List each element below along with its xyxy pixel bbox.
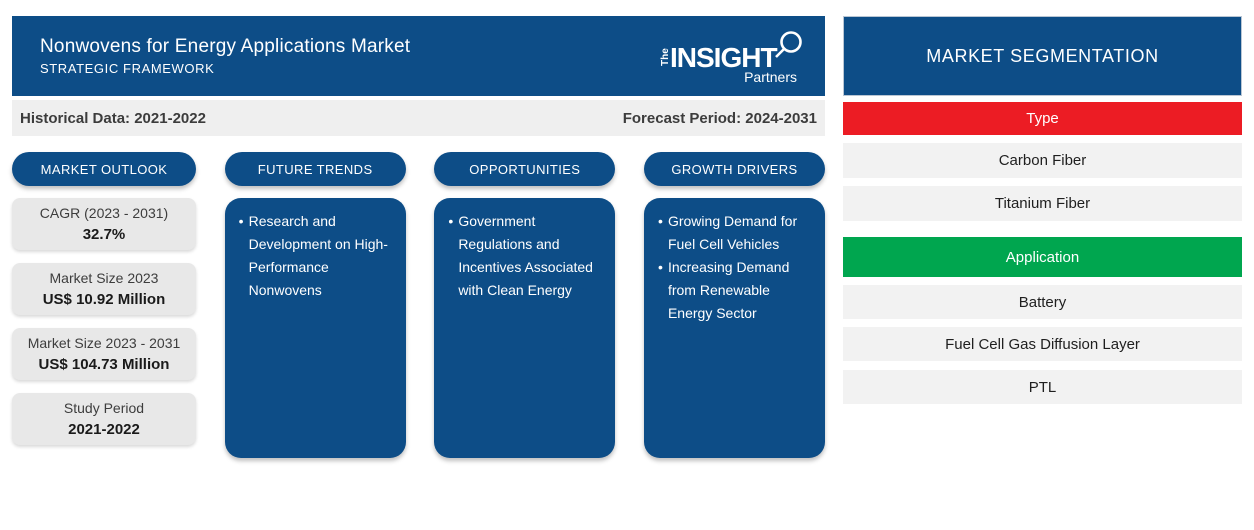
future-trends-pill: FUTURE TRENDS: [224, 152, 406, 186]
stat-value: US$ 104.73 Million: [38, 355, 170, 373]
stat-value: 2021-2022: [68, 420, 140, 438]
market-outlook-pill: MARKET OUTLOOK: [12, 152, 196, 186]
growth-drivers-list: • Growing Demand for Fuel Cell Vehicles …: [658, 210, 815, 325]
segmentation-title: MARKET SEGMENTATION: [843, 16, 1242, 96]
magnifier-icon: [775, 31, 802, 58]
stat-label: CAGR (2023 - 2031): [39, 204, 169, 221]
list-item: • Increasing Demand from Renewable Energ…: [658, 256, 815, 325]
list-item: • Research and Development on High-Perfo…: [239, 210, 396, 302]
bullet-icon: •: [448, 213, 454, 229]
growth-drivers-pill: GROWTH DRIVERS: [643, 152, 825, 186]
opportunities-pill: OPPORTUNITIES: [434, 152, 616, 186]
bullet-text: Research and Development on High-Perform…: [248, 213, 388, 298]
column-opportunities: OPPORTUNITIES • Government Regulations a…: [434, 152, 616, 458]
stat-market-size-2023-2031: Market Size 2023 - 2031 US$ 104.73 Milli…: [12, 328, 196, 380]
logo-the-text: The: [660, 48, 671, 66]
stat-study-period: Study Period 2021-2022: [12, 393, 196, 445]
segment-item-titanium-fiber: Titanium Fiber: [843, 186, 1242, 221]
main-panel: Nonwovens for Energy Applications Market…: [12, 16, 825, 458]
growth-drivers-box: • Growing Demand for Fuel Cell Vehicles …: [643, 198, 825, 458]
page-subtitle: STRATEGIC FRAMEWORK: [40, 61, 215, 76]
segmentation-panel: MARKET SEGMENTATION Type Carbon Fiber Ti…: [843, 16, 1242, 404]
market-outlook-stats: CAGR (2023 - 2031) 32.7% Market Size 202…: [12, 198, 196, 445]
column-future-trends: FUTURE TRENDS • Research and Development…: [224, 152, 406, 458]
bullet-icon: •: [657, 213, 663, 229]
stat-label: Market Size 2023 - 2031: [27, 334, 181, 351]
column-market-outlook: MARKET OUTLOOK CAGR (2023 - 2031) 32.7% …: [12, 152, 196, 458]
page-title: Nonwovens for Energy Applications Market: [40, 36, 411, 57]
column-growth-drivers: GROWTH DRIVERS • Growing Demand for Fuel…: [643, 152, 825, 458]
title-group: Nonwovens for Energy Applications Market…: [40, 36, 410, 76]
logo-insight-text: INSIGHT: [670, 42, 777, 73]
stat-label: Market Size 2023: [49, 269, 159, 286]
bullet-text: Government Regulations and Incentives As…: [458, 213, 593, 298]
period-bar: Historical Data: 2021-2022 Forecast Peri…: [12, 100, 825, 136]
future-trends-list: • Research and Development on High-Perfo…: [239, 210, 396, 302]
forecast-period-label: Forecast Period: 2024-2031: [622, 109, 817, 127]
stat-label: Study Period: [63, 399, 145, 416]
segment-header-application: Application: [843, 237, 1242, 277]
segment-item-ptl: PTL: [843, 370, 1242, 404]
insight-partners-logo: The INSIGHT Partners: [660, 31, 802, 85]
stat-market-size-2023: Market Size 2023 US$ 10.92 Million: [12, 263, 196, 315]
stat-value: 32.7%: [82, 225, 126, 243]
future-trends-box: • Research and Development on High-Perfo…: [224, 198, 406, 458]
bullet-icon: •: [238, 213, 244, 229]
bullet-icon: •: [657, 259, 663, 275]
segment-item-battery: Battery: [843, 285, 1242, 319]
segment-header-type: Type: [843, 102, 1242, 135]
stat-value: US$ 10.92 Million: [42, 290, 166, 308]
historical-data-label: Historical Data: 2021-2022: [20, 109, 206, 127]
opportunities-box: • Government Regulations and Incentives …: [434, 198, 616, 458]
segment-item-fuel-cell-gdl: Fuel Cell Gas Diffusion Layer: [843, 327, 1242, 361]
logo-partners-text: Partners: [744, 69, 797, 85]
framework-columns: MARKET OUTLOOK CAGR (2023 - 2031) 32.7% …: [12, 152, 825, 458]
opportunities-list: • Government Regulations and Incentives …: [448, 210, 605, 302]
stat-cagr: CAGR (2023 - 2031) 32.7%: [12, 198, 196, 250]
segment-item-carbon-fiber: Carbon Fiber: [843, 143, 1242, 178]
title-banner: Nonwovens for Energy Applications Market…: [12, 16, 825, 96]
list-item: • Growing Demand for Fuel Cell Vehicles: [658, 210, 815, 256]
bullet-text: Increasing Demand from Renewable Energy …: [667, 259, 790, 321]
list-item: • Government Regulations and Incentives …: [448, 210, 605, 302]
bullet-text: Growing Demand for Fuel Cell Vehicles: [667, 213, 798, 252]
